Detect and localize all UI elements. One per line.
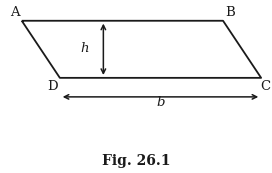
Text: B: B	[225, 6, 235, 19]
Text: h: h	[80, 42, 89, 55]
Text: A: A	[10, 6, 20, 19]
Text: Fig. 26.1: Fig. 26.1	[102, 154, 170, 168]
Text: C: C	[260, 80, 270, 93]
Text: D: D	[48, 80, 58, 93]
Text: b: b	[156, 95, 165, 109]
